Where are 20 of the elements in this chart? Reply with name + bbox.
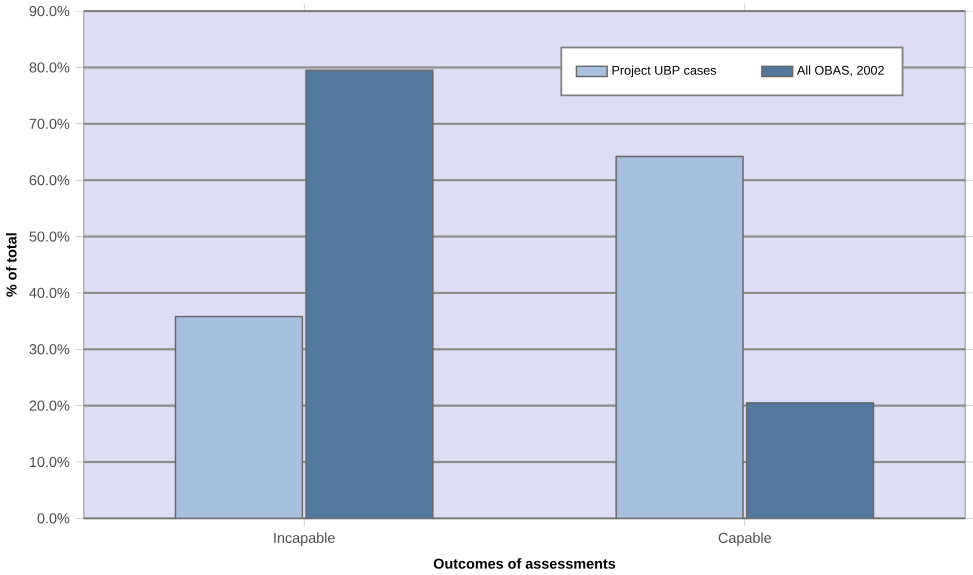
- y-tick-label: 60.0%: [30, 175, 70, 186]
- y-tick-label: 10.0%: [30, 457, 70, 468]
- y-axis-title: % of total: [6, 233, 17, 297]
- x-tick-label: Incapable: [274, 532, 335, 546]
- y-tick-label: 0.0%: [38, 513, 70, 524]
- y-tick-label: 40.0%: [29, 288, 70, 298]
- y-tick-label: 50.0%: [30, 232, 70, 242]
- y-tick-label: 90.0%: [30, 6, 70, 16]
- bar: [174, 316, 304, 518]
- legend-label: All OBAS, 2002: [796, 66, 884, 76]
- x-tick-label: Capable: [718, 532, 771, 546]
- y-tick-label: 70.0%: [30, 118, 70, 130]
- x-axis-title: Outcomes of assessments: [434, 558, 616, 569]
- y-tick-label: 20.0%: [30, 400, 70, 411]
- bar: [615, 156, 744, 518]
- y-tick-label: 30.0%: [29, 344, 70, 354]
- y-tick-label: 80.0%: [30, 62, 70, 73]
- bar: [305, 70, 434, 518]
- legend-label: Project UBP cases: [612, 66, 716, 78]
- bar: [746, 402, 874, 518]
